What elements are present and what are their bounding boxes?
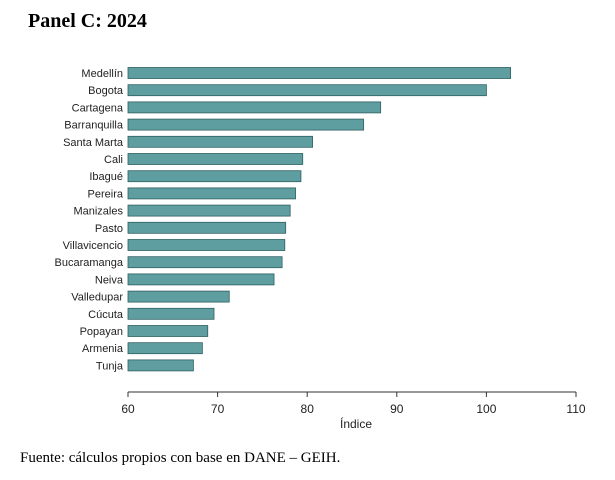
bar [127, 256, 283, 269]
category-label: Bucaramanga [55, 257, 124, 269]
category-label: Santa Marta [63, 137, 124, 149]
category-label: Barranquilla [64, 120, 124, 132]
category-label: Bogota [88, 85, 124, 97]
bar [127, 118, 365, 131]
x-tick-label: 60 [121, 402, 135, 416]
bar [127, 325, 209, 337]
category-label: Cúcuta [88, 309, 124, 321]
category-label: Armenia [82, 343, 124, 355]
category-label: Pereira [88, 188, 124, 200]
bar [127, 239, 286, 251]
category-label: Manizales [73, 206, 123, 218]
x-axis: 60 70 80 90 100 110 [121, 391, 586, 416]
bar [127, 101, 382, 114]
bar [127, 135, 313, 148]
x-tick-label: 90 [390, 402, 404, 416]
x-tick-label: 70 [211, 402, 225, 416]
bars-layer [127, 67, 511, 372]
panel-title: Panel C: 2024 [28, 10, 147, 32]
category-label: Villavicencio [63, 240, 123, 252]
bar [127, 221, 287, 234]
bar [127, 342, 203, 355]
category-label: Popayan [80, 326, 123, 338]
bar [127, 153, 304, 165]
bar [127, 290, 230, 303]
x-tick-label: 100 [476, 402, 496, 416]
x-tick-label: 110 [566, 402, 585, 416]
category-label: Medellín [81, 68, 123, 80]
x-tick-label: 80 [301, 402, 315, 416]
bar [127, 170, 302, 183]
category-labels: Medellín Bogota Cartagena Barranquilla Santa… [55, 68, 124, 372]
category-label: Pasto [95, 223, 123, 235]
category-label: Cali [104, 154, 123, 166]
bar [127, 67, 511, 79]
bar [127, 187, 296, 200]
bar [127, 359, 194, 372]
category-label: Cartagena [72, 102, 124, 114]
bar [127, 273, 275, 286]
category-label: Valledupar [71, 292, 123, 304]
bar [127, 307, 215, 320]
category-label: Neiva [95, 274, 124, 286]
category-label: Ibagué [89, 171, 123, 183]
category-label: Tunja [96, 360, 124, 372]
bar [127, 84, 487, 97]
x-axis-title: Índice [340, 416, 372, 431]
bar-chart: Medellín Bogota Cartagena Barranquilla Santa… [55, 67, 586, 431]
bar [127, 204, 291, 217]
source-note: Fuente: cálculos propios con base en DAN… [20, 450, 341, 466]
